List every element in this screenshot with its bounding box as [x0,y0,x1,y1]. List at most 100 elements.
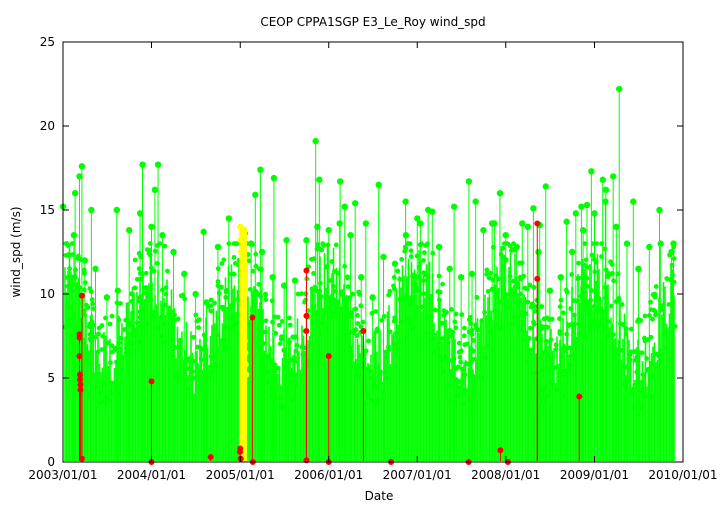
background-point [461,388,467,394]
background-point [407,241,413,247]
background-point [587,311,592,317]
background-point [163,291,169,297]
background-point [653,284,659,289]
background-point [605,319,611,325]
background-point [84,351,90,357]
background-point [468,359,474,365]
background-point [607,271,613,277]
background-point [483,355,489,360]
background-point [187,359,193,365]
background-point [223,324,229,330]
data-point [81,257,89,264]
background-point [444,383,450,389]
background-point [354,333,360,339]
data-point [103,294,111,301]
data-point [76,353,83,360]
background-point [391,318,397,324]
background-point [136,298,142,304]
background-point [594,280,600,286]
background-point [528,304,534,310]
background-point [302,299,307,305]
data-point [280,282,288,289]
background-point [262,364,268,370]
chart-title: CEOP CPPA1SGP E3_Le_Roy wind_spd [260,15,485,29]
background-point [328,301,334,307]
background-point [108,380,114,386]
data-point [579,226,587,234]
background-point [208,354,214,360]
background-point [478,375,484,380]
background-point [595,296,601,301]
background-point [344,295,350,301]
background-point [207,374,213,380]
background-point [129,299,135,304]
data-point [76,173,83,180]
background-point [154,243,160,248]
background-point [423,243,428,248]
data-point [78,163,86,170]
data-point [114,287,121,294]
background-point [344,315,350,321]
x-axis-label: Date [365,489,394,503]
background-point [278,396,284,401]
x-tick-label: 2010/01/01 [648,468,717,482]
background-point [266,355,272,361]
data-point [576,393,583,400]
background-point [538,355,544,360]
data-point [77,386,84,393]
background-point [575,276,580,281]
background-point [320,320,325,326]
data-point [568,248,576,256]
background-point [275,365,281,371]
background-point [331,283,336,289]
background-point [67,266,72,271]
background-point [350,291,356,297]
data-point [530,205,537,212]
background-point [509,321,515,327]
background-point [452,319,458,325]
background-point [318,294,324,299]
background-point [70,252,76,257]
background-point [269,298,275,304]
data-marks [59,85,677,465]
background-point [594,241,600,247]
background-point [369,310,375,316]
background-point [173,374,179,379]
background-point [222,344,228,350]
background-point [132,257,138,263]
background-point [623,326,629,332]
background-point [561,369,567,374]
data-point [380,253,387,261]
background-point [475,327,481,333]
background-point [358,353,363,359]
background-point [464,341,470,347]
background-point [145,293,151,299]
background-point [136,338,142,344]
background-point [95,349,101,355]
background-point [543,339,549,344]
background-point [130,340,136,346]
background-point [375,383,381,389]
background-point [301,345,307,351]
background-point [619,347,625,353]
data-point [616,85,623,93]
background-point [628,326,634,332]
background-point [496,299,502,304]
background-point [609,262,615,267]
background-point [653,312,658,318]
background-point [539,304,545,309]
data-point [70,232,78,239]
data-point [341,203,348,210]
background-point [461,333,467,339]
data-point [225,215,233,222]
background-point [306,358,312,364]
background-point [276,384,282,390]
background-point [130,332,135,338]
background-point [410,273,415,279]
data-point [450,203,458,210]
background-point [276,322,282,328]
background-point [500,245,506,251]
data-point [76,334,83,341]
background-point [432,307,438,313]
y-tick-label: 0 [47,455,55,469]
